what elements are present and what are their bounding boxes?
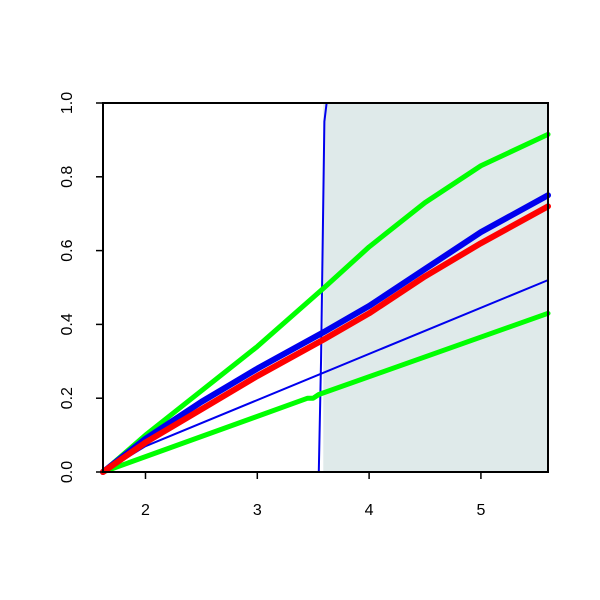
- plot-frame: [102, 102, 549, 473]
- y-tick-label: 1.0: [59, 92, 76, 114]
- series-line: [100, 131, 551, 475]
- x-tick-label: 4: [365, 502, 374, 519]
- y-tick-label: 0.2: [59, 387, 76, 409]
- y-tick-label: 0.4: [59, 313, 76, 335]
- x-tick-label: 5: [476, 502, 485, 519]
- series-line: [100, 310, 551, 475]
- series-line: [100, 192, 551, 475]
- y-tick-label: 0.0: [59, 461, 76, 483]
- series-line: [100, 203, 551, 475]
- x-tick-label: 2: [141, 502, 150, 519]
- y-tick-label: 0.6: [59, 239, 76, 261]
- shaded-region: [323, 103, 548, 472]
- x-tick-label: 3: [253, 502, 262, 519]
- y-tick-label: 0.8: [59, 166, 76, 188]
